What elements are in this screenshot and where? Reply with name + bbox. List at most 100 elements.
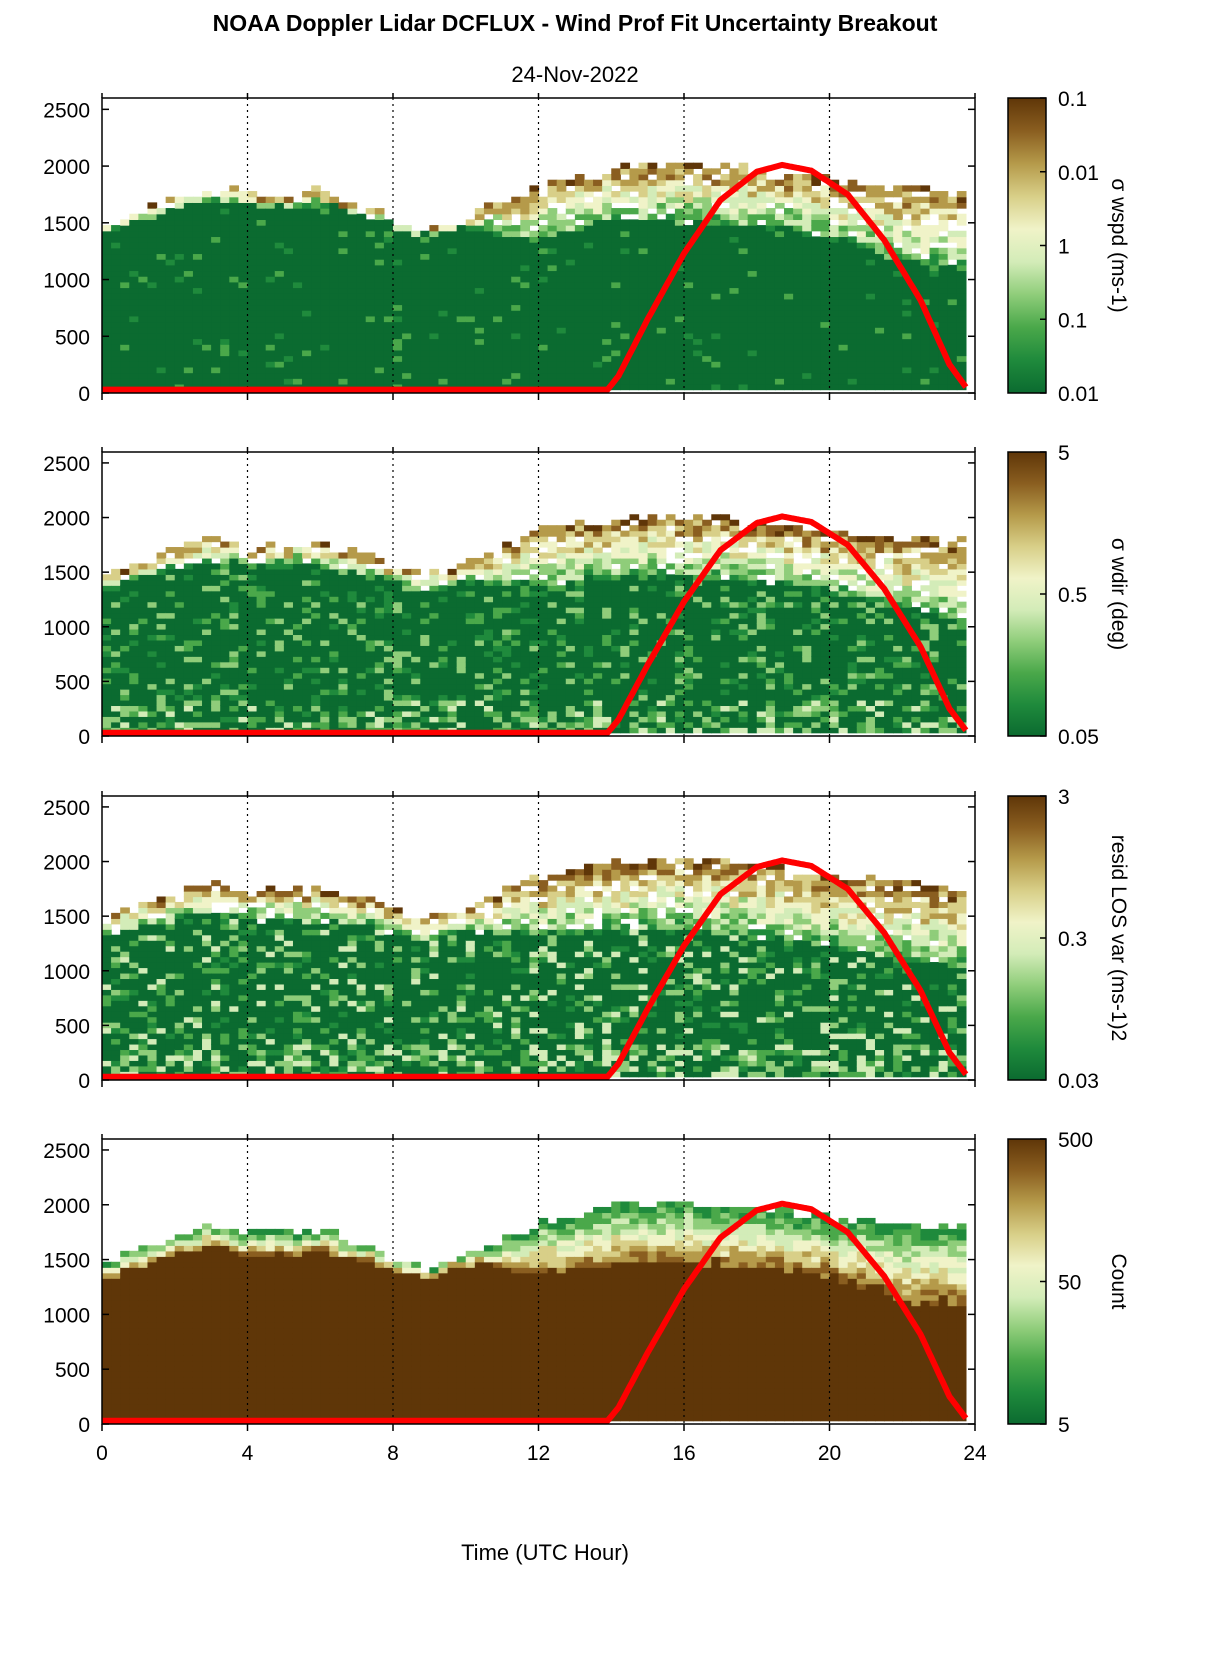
heatmap-cell bbox=[211, 689, 221, 696]
heatmap-cell bbox=[456, 579, 467, 586]
heatmap-cell bbox=[729, 383, 740, 391]
heatmap-cell bbox=[702, 355, 712, 362]
heatmap-cell bbox=[902, 338, 912, 345]
heatmap-cell bbox=[520, 710, 531, 717]
heatmap-cell bbox=[165, 618, 176, 625]
heatmap-cell bbox=[174, 628, 185, 636]
heatmap-cell bbox=[438, 656, 449, 663]
heatmap-cell bbox=[865, 236, 876, 243]
heatmap-cell bbox=[493, 315, 503, 323]
heatmap-cell bbox=[274, 298, 285, 306]
heatmap-cell bbox=[620, 298, 631, 306]
heatmap-cell bbox=[238, 315, 249, 323]
heatmap-cell bbox=[411, 264, 421, 272]
heatmap-cell bbox=[647, 338, 658, 345]
heatmap-cell bbox=[265, 710, 276, 717]
heatmap-cell bbox=[329, 213, 340, 221]
heatmap-cell bbox=[629, 242, 640, 249]
heatmap-cell bbox=[611, 298, 621, 306]
heatmap-cell bbox=[238, 557, 249, 565]
heatmap-cell bbox=[356, 694, 367, 701]
heatmap-cell bbox=[565, 672, 576, 679]
heatmap-cell bbox=[511, 327, 521, 334]
heatmap-cell bbox=[483, 612, 494, 619]
heatmap-cell bbox=[556, 372, 567, 379]
heatmap-cell bbox=[820, 293, 831, 300]
heatmap-cell bbox=[202, 547, 212, 554]
heatmap-cell bbox=[329, 590, 340, 597]
heatmap-cell bbox=[529, 219, 540, 226]
heatmap-cell bbox=[129, 689, 139, 696]
heatmap-cell bbox=[283, 607, 294, 614]
heatmap-cell bbox=[129, 253, 139, 260]
heatmap-cell bbox=[238, 264, 249, 272]
heatmap-cell bbox=[156, 253, 167, 260]
heatmap-cell bbox=[493, 293, 503, 300]
heatmap-cell bbox=[483, 202, 494, 209]
heatmap-cell bbox=[729, 338, 740, 345]
heatmap-cell bbox=[102, 699, 112, 707]
heatmap-cell bbox=[156, 716, 167, 723]
heatmap-cell bbox=[347, 689, 358, 696]
heatmap-cell bbox=[620, 372, 631, 379]
heatmap-cell bbox=[138, 683, 149, 690]
heatmap-cell bbox=[174, 372, 185, 379]
heatmap-cell bbox=[656, 349, 667, 357]
heatmap-cell bbox=[302, 372, 312, 379]
heatmap-cell bbox=[220, 247, 230, 255]
heatmap-cell bbox=[365, 612, 376, 619]
heatmap-cell bbox=[684, 185, 694, 192]
heatmap-cell bbox=[238, 219, 249, 226]
heatmap-cell bbox=[893, 253, 903, 260]
heatmap-cell bbox=[565, 645, 576, 652]
heatmap-cell bbox=[456, 349, 467, 357]
heatmap-cell bbox=[765, 287, 776, 294]
heatmap-cell bbox=[174, 264, 185, 272]
heatmap-cell bbox=[793, 327, 803, 334]
heatmap-cell bbox=[220, 705, 230, 712]
heatmap-cell bbox=[656, 259, 667, 266]
heatmap-cell bbox=[411, 618, 421, 625]
heatmap-cell bbox=[247, 338, 258, 345]
heatmap-cell bbox=[220, 721, 230, 728]
heatmap-cell bbox=[302, 191, 312, 198]
heatmap-cell bbox=[120, 612, 130, 619]
heatmap-cell bbox=[774, 230, 785, 238]
heatmap-cell bbox=[802, 338, 812, 345]
heatmap-cell bbox=[283, 596, 294, 603]
heatmap-cell bbox=[602, 236, 612, 243]
heatmap-cell bbox=[456, 293, 467, 300]
heatmap-cell bbox=[147, 236, 158, 243]
heatmap-cell bbox=[529, 287, 540, 294]
heatmap-cell bbox=[292, 557, 303, 565]
heatmap-cell bbox=[511, 298, 521, 306]
heatmap-cell bbox=[129, 710, 139, 717]
heatmap-cell bbox=[338, 304, 349, 311]
heatmap-cell bbox=[202, 315, 212, 323]
heatmap-cell bbox=[302, 361, 312, 368]
heatmap-cell bbox=[202, 310, 212, 317]
heatmap-cell bbox=[393, 683, 403, 690]
heatmap-cell bbox=[556, 656, 567, 663]
heatmap-cell bbox=[365, 338, 376, 345]
heatmap-cell bbox=[456, 585, 467, 592]
heatmap-cell bbox=[483, 225, 494, 232]
heatmap-cell bbox=[547, 355, 558, 362]
heatmap-cell bbox=[738, 298, 749, 306]
heatmap-cell bbox=[465, 310, 476, 317]
heatmap-cell bbox=[465, 607, 476, 614]
heatmap-cell bbox=[811, 281, 822, 289]
heatmap-cell bbox=[311, 568, 321, 575]
heatmap-cell bbox=[820, 378, 831, 385]
heatmap-cell bbox=[238, 721, 249, 728]
heatmap-cell bbox=[338, 590, 349, 597]
heatmap-cell bbox=[520, 541, 531, 548]
heatmap-cell bbox=[202, 196, 212, 203]
heatmap-cell bbox=[502, 574, 512, 581]
heatmap-cell bbox=[647, 179, 658, 186]
heatmap-cell bbox=[183, 202, 194, 209]
heatmap-cell bbox=[547, 247, 558, 255]
heatmap-cell bbox=[947, 247, 958, 255]
heatmap-cell bbox=[138, 689, 149, 696]
heatmap-cell bbox=[111, 678, 121, 685]
